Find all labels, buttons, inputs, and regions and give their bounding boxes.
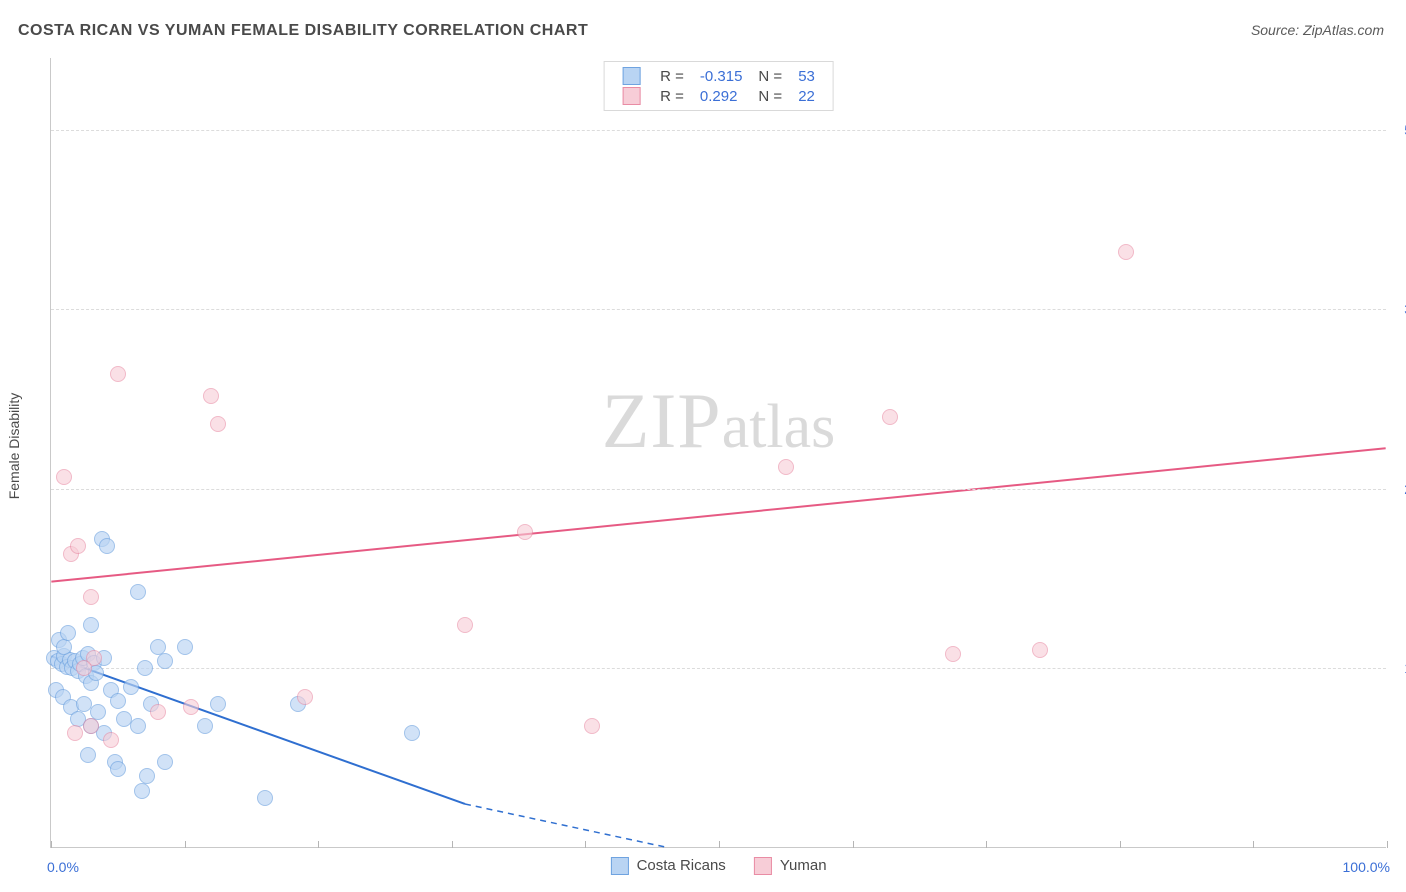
series-legend: Costa Ricans Yuman [598,857,838,875]
point-costa-ricans [137,660,153,676]
gridline [51,489,1386,490]
point-costa-ricans [157,653,173,669]
point-costa-ricans [110,761,126,777]
watermark: ZIPatlas [602,376,836,466]
gridline [51,309,1386,310]
x-tick [719,841,720,848]
swatch-yuman [622,87,640,105]
x-axis-max-label: 100.0% [1343,859,1390,875]
source-attribution: Source: ZipAtlas.com [1251,22,1384,38]
point-yuman [83,589,99,605]
point-yuman [76,660,92,676]
point-yuman [67,725,83,741]
chart-title: COSTA RICAN VS YUMAN FEMALE DISABILITY C… [18,22,588,40]
x-tick [585,841,586,848]
legend-row-yuman: R = 0.292 N = 22 [614,86,823,106]
point-yuman [584,718,600,734]
point-yuman [150,704,166,720]
point-yuman [1032,642,1048,658]
x-tick [452,841,453,848]
y-tick-label: 12.5% [1394,660,1406,676]
point-yuman [297,689,313,705]
point-yuman [945,646,961,662]
point-costa-ricans [210,696,226,712]
y-tick-label: 50.0% [1394,122,1406,138]
point-costa-ricans [110,693,126,709]
x-axis-min-label: 0.0% [47,859,79,875]
point-costa-ricans [139,768,155,784]
point-yuman [110,366,126,382]
y-axis-label: Female Disability [6,393,22,500]
point-yuman [203,388,219,404]
point-yuman [70,538,86,554]
swatch-costa-ricans [622,67,640,85]
point-costa-ricans [177,639,193,655]
point-costa-ricans [404,725,420,741]
gridline [51,130,1386,131]
x-tick [1120,841,1121,848]
x-tick [318,841,319,848]
x-tick [1253,841,1254,848]
point-yuman [778,459,794,475]
point-costa-ricans [80,747,96,763]
point-yuman [517,524,533,540]
point-costa-ricans [257,790,273,806]
x-tick [51,841,52,848]
point-costa-ricans [130,718,146,734]
point-yuman [56,469,72,485]
point-costa-ricans [157,754,173,770]
point-costa-ricans [197,718,213,734]
swatch-costa-ricans [610,857,628,875]
x-tick [185,841,186,848]
y-tick-label: 25.0% [1394,481,1406,497]
gridline [51,668,1386,669]
point-costa-ricans [56,639,72,655]
trend-lines-layer [51,58,1386,847]
legend-row-costa-ricans: R = -0.315 N = 53 [614,66,823,86]
point-yuman [103,732,119,748]
swatch-yuman [754,857,772,875]
plot-area: ZIPatlas R = -0.315 N = 53 R = 0.292 N =… [50,58,1386,848]
point-costa-ricans [60,625,76,641]
x-tick [986,841,987,848]
y-tick-label: 37.5% [1394,301,1406,317]
point-yuman [457,617,473,633]
point-costa-ricans [99,538,115,554]
x-tick [853,841,854,848]
chart-container: COSTA RICAN VS YUMAN FEMALE DISABILITY C… [0,0,1406,892]
point-yuman [1118,244,1134,260]
point-costa-ricans [123,679,139,695]
point-yuman [83,718,99,734]
correlation-legend: R = -0.315 N = 53 R = 0.292 N = 22 [603,61,834,111]
point-yuman [210,416,226,432]
point-costa-ricans [130,584,146,600]
point-yuman [183,699,199,715]
point-yuman [882,409,898,425]
x-tick [1387,841,1388,848]
point-costa-ricans [134,783,150,799]
point-costa-ricans [83,617,99,633]
